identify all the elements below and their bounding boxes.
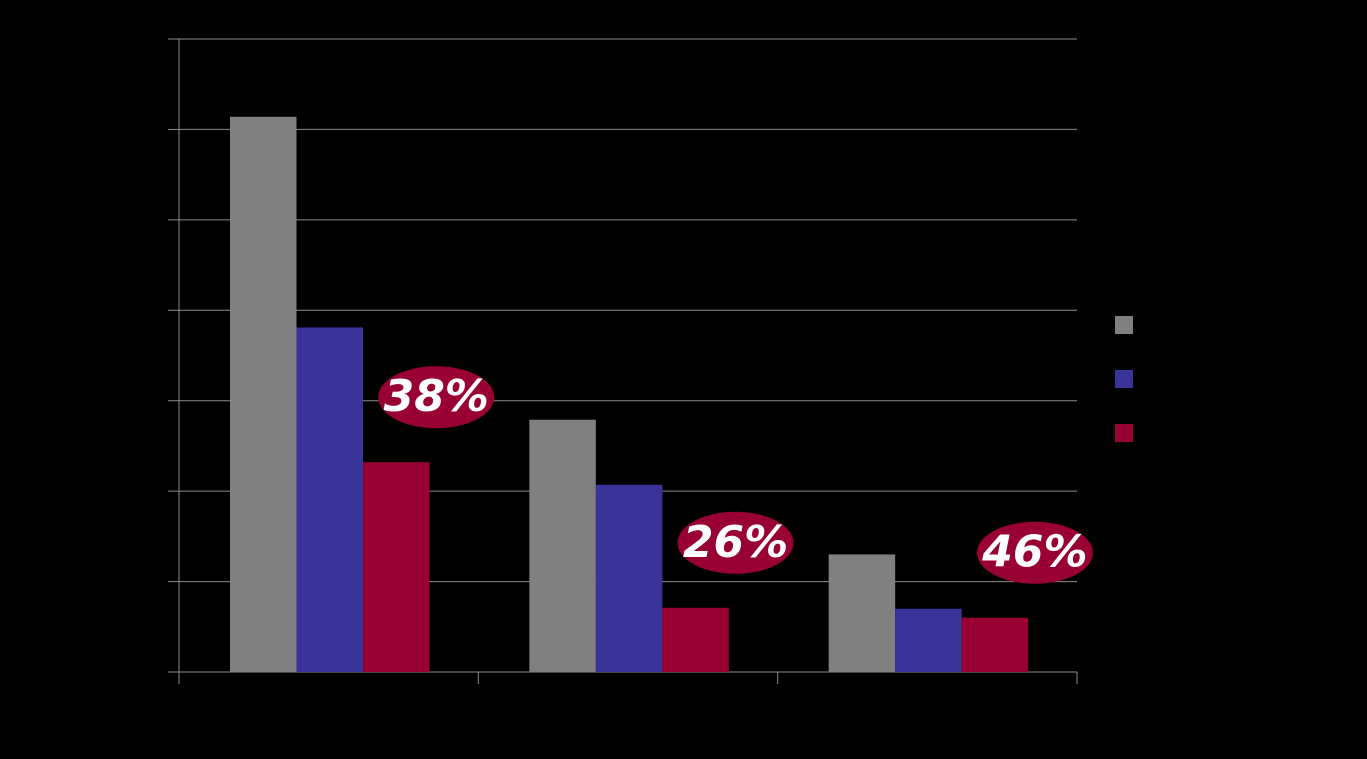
bar: [529, 419, 596, 672]
bar: [230, 116, 297, 673]
annotation-bubble: [976, 521, 1093, 584]
legend-swatch: [1115, 316, 1133, 334]
bar: [296, 327, 363, 672]
bar: [595, 484, 663, 672]
bar: [895, 608, 962, 672]
bar: [961, 617, 1029, 672]
annotation: 26%: [683, 517, 788, 568]
legend-swatch: [1115, 424, 1133, 442]
bar: [662, 607, 729, 672]
legend-swatch: [1115, 370, 1133, 388]
annotation: 46%: [981, 527, 1087, 578]
bar: [828, 554, 896, 672]
annotation: 38%: [384, 371, 489, 422]
annotation-bubble: [378, 366, 495, 429]
bar: [363, 462, 430, 672]
annotation-bubble: [677, 511, 794, 574]
